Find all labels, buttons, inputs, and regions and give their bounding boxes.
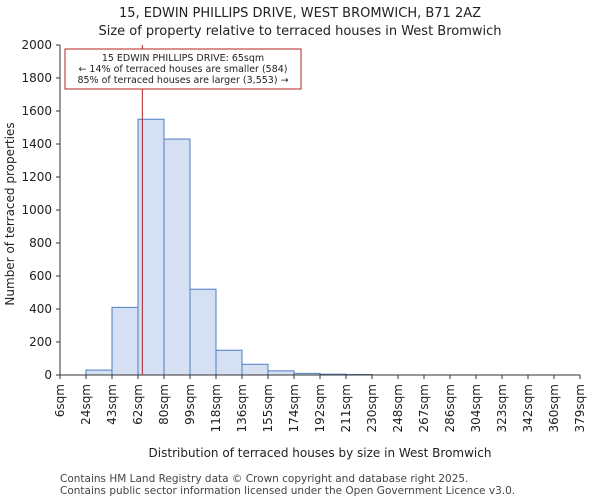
- chart-title-address: 15, EDWIN PHILLIPS DRIVE, WEST BROMWICH,…: [118, 6, 482, 21]
- histogram-bar: [267, 370, 295, 376]
- x-tick-label: 286sqm: [443, 384, 457, 432]
- y-tick-label: 600: [29, 269, 52, 283]
- bars-layer: [85, 118, 373, 376]
- footer-copyright: Contains HM Land Registry data © Crown c…: [60, 473, 469, 485]
- y-tick-label: 2000: [21, 38, 52, 52]
- y-tick-label: 400: [29, 302, 52, 316]
- y-tick-label: 1800: [21, 71, 52, 85]
- x-tick-label: 24sqm: [79, 384, 93, 425]
- x-tick-label: 342sqm: [521, 384, 535, 432]
- x-tick-label: 6sqm: [53, 384, 67, 417]
- chart-title: Size of property relative to terraced ho…: [98, 24, 502, 39]
- y-tick-label: 1400: [21, 137, 52, 151]
- histogram-bar: [189, 288, 217, 376]
- x-tick-label: 118sqm: [209, 384, 223, 432]
- x-tick-label: 43sqm: [105, 384, 119, 425]
- x-tick-label: 267sqm: [417, 384, 431, 432]
- histogram-bar: [215, 349, 243, 376]
- x-tick-label: 174sqm: [287, 384, 301, 432]
- histogram-bar: [241, 363, 269, 376]
- x-tick-label: 248sqm: [391, 384, 405, 432]
- y-axis-label: Number of terraced properties: [3, 122, 17, 305]
- annotation-line-3: 85% of terraced houses are larger (3,553…: [77, 75, 288, 86]
- x-tick-label: 136sqm: [235, 384, 249, 432]
- axes-layer: 0 200 400 600 800 1000 1200 1400 1600 1800 2000 6sq…: [21, 38, 587, 432]
- y-tick-label: 800: [29, 236, 52, 250]
- histogram-bar: [85, 369, 113, 376]
- y-tick-label: 0: [44, 368, 52, 382]
- x-tick-label: 99sqm: [183, 384, 197, 425]
- x-tick-label: 304sqm: [469, 384, 483, 432]
- x-axis-label: Distribution of terraced houses by size …: [149, 446, 492, 460]
- y-tick-label: 1000: [21, 203, 52, 217]
- histogram-bar: [111, 306, 139, 376]
- x-tick-label: 192sqm: [313, 384, 327, 432]
- y-tick-label: 1200: [21, 170, 52, 184]
- histogram-bar: [163, 138, 191, 376]
- x-tick-label: 323sqm: [495, 384, 509, 432]
- x-tick-label: 230sqm: [365, 384, 379, 432]
- x-tick-label: 360sqm: [547, 384, 561, 432]
- marker-annotation: 15 EDWIN PHILLIPS DRIVE: 65sqm ← 14% of …: [64, 48, 302, 90]
- annotation-box: [64, 48, 302, 90]
- x-tick-label: 62sqm: [131, 384, 145, 425]
- x-tick-label: 155sqm: [261, 384, 275, 432]
- x-tick-label: 80sqm: [157, 384, 171, 425]
- annotation-line-2: ← 14% of terraced houses are smaller (58…: [78, 64, 287, 75]
- annotation-line-1: 15 EDWIN PHILLIPS DRIVE: 65sqm: [102, 53, 264, 64]
- x-tick-label: 211sqm: [339, 384, 353, 432]
- y-tick-label: 200: [29, 335, 52, 349]
- footer-licence: Contains public sector information licen…: [60, 485, 516, 497]
- y-tick-label: 1600: [21, 104, 52, 118]
- x-tick-label: 379sqm: [573, 384, 587, 432]
